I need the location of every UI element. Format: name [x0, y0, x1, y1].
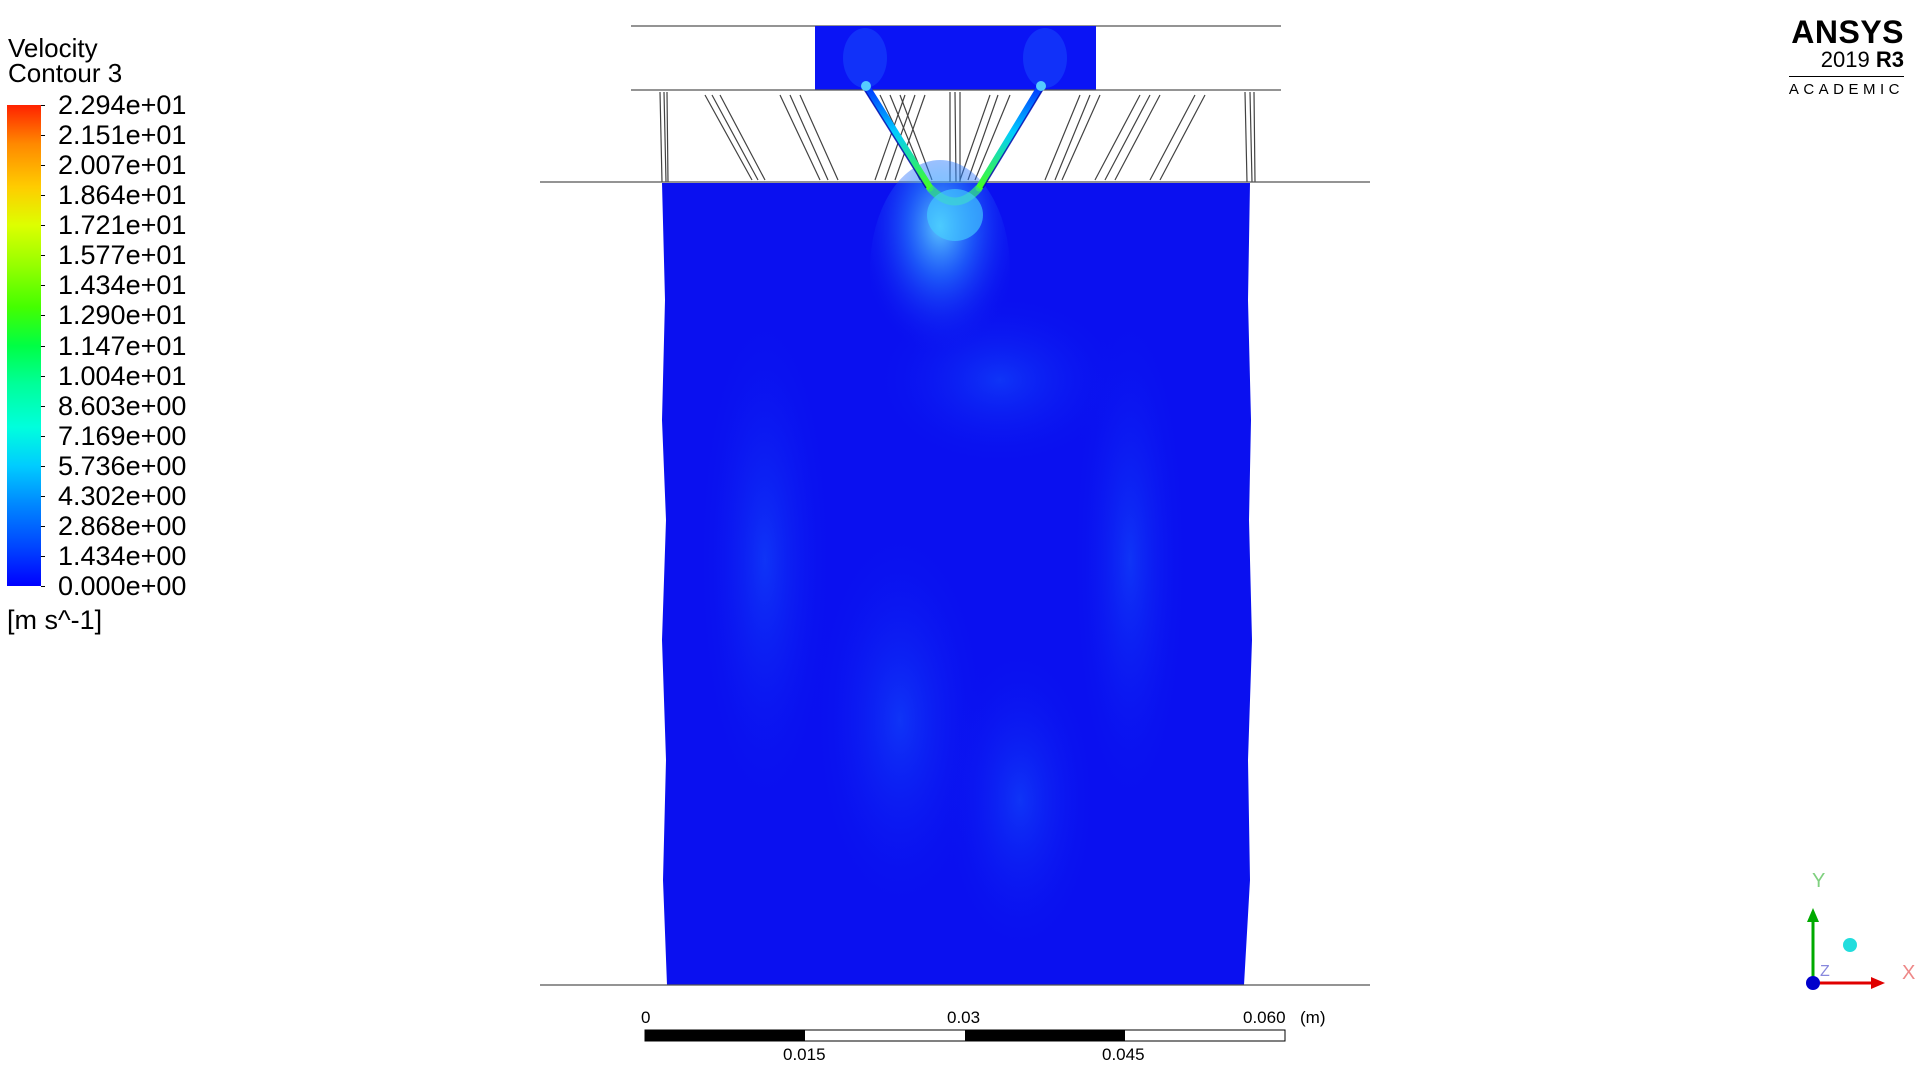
legend-tick	[41, 435, 45, 437]
legend-label: 4.302e+00	[58, 480, 187, 511]
legend-label: 2.868e+00	[58, 510, 187, 541]
legend-label: 1.864e+01	[58, 180, 187, 211]
scale-label-0015: 0.015	[783, 1045, 826, 1064]
brand-version: 2019 R3	[1789, 48, 1904, 72]
legend-tick	[41, 255, 45, 257]
legend-label: 2.007e+01	[58, 150, 187, 181]
legend-label: 7.169e+00	[58, 420, 187, 451]
scale-label-0: 0	[641, 1008, 651, 1027]
legend-tick	[41, 586, 45, 587]
legend-tick	[41, 285, 45, 287]
axis-x-label: X	[1902, 962, 1916, 984]
legend-label: 1.147e+01	[58, 330, 187, 361]
brand-name: ANSYS	[1791, 14, 1904, 50]
legend-label: 1.721e+01	[58, 210, 187, 241]
legend-label: 1.434e+00	[58, 540, 187, 571]
legend-tick	[41, 525, 45, 527]
legend-title-line2: Contour 3	[8, 58, 123, 88]
inlet-plenum	[815, 26, 1096, 90]
scale-label-006: 0.060	[1243, 1008, 1286, 1027]
brand-rule	[1788, 76, 1904, 77]
legend-label: 1.004e+01	[58, 360, 187, 391]
legend-label: 1.290e+01	[58, 300, 187, 331]
nozzle-jets	[861, 81, 1046, 241]
legend-tick	[41, 105, 45, 106]
legend-tick	[41, 465, 45, 467]
legend-title: Velocity Contour 3	[8, 33, 123, 88]
plenum-highlight-right	[1023, 28, 1067, 88]
axis-triad	[1806, 908, 1885, 990]
color-legend-bar	[7, 105, 41, 586]
legend-label: 8.603e+00	[58, 390, 187, 421]
legend-tick	[41, 315, 45, 317]
legend-tick	[41, 555, 45, 557]
ansys-logo: ANSYS 2019 R3 ACADEMIC	[1788, 14, 1904, 99]
legend-tick	[41, 225, 45, 227]
legend-label: 2.294e+01	[58, 90, 187, 120]
scale-label-003: 0.03	[947, 1008, 981, 1027]
brand-version-year: 2019	[1820, 47, 1870, 72]
legend-tick	[41, 195, 45, 197]
legend-label: 1.577e+01	[58, 240, 187, 271]
legend-tick	[41, 375, 45, 377]
legend-label: 1.434e+01	[58, 270, 187, 301]
flow-patterns	[695, 160, 1190, 960]
plenum-highlight-left	[843, 28, 887, 88]
legend-tick	[41, 345, 45, 347]
axis-z-label: Z	[1820, 963, 1830, 980]
scale-label-0045: 0.045	[1102, 1045, 1145, 1064]
legend-tick	[41, 135, 45, 137]
brand-release: R3	[1875, 47, 1904, 72]
legend-label: 0.000e+00	[58, 571, 187, 601]
legend-title-line1: Velocity	[8, 33, 98, 63]
brand-edition: ACADEMIC	[1788, 81, 1904, 98]
scale-unit: (m)	[1300, 1008, 1326, 1027]
axis-y-label: Y	[1812, 870, 1826, 892]
legend-tick	[41, 165, 45, 167]
legend-tick	[41, 405, 45, 407]
scale-bar	[644, 1029, 1286, 1042]
legend-tick	[41, 495, 45, 497]
legend-unit: [m s^-1]	[7, 605, 103, 635]
legend-label: 2.151e+01	[58, 120, 187, 151]
legend-label: 5.736e+00	[58, 450, 187, 481]
